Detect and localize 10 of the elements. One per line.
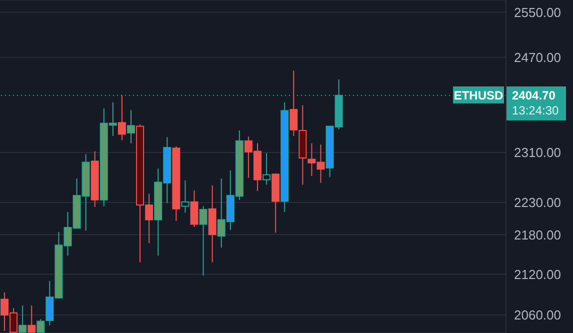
text: 13:24:30 — [512, 103, 560, 118]
y-tick-label: 2470.00 — [514, 50, 561, 66]
y-tick-label: 2120.00 — [514, 266, 561, 282]
text: 2404.70 — [512, 88, 556, 102]
ref-line-label: ETHUSD — [454, 88, 504, 102]
y-tick-label: 2550.00 — [514, 4, 561, 20]
y-tick-label: 2180.00 — [514, 227, 561, 242]
y-tick-label: 2310.00 — [514, 145, 561, 160]
y-tick-label: 2230.00 — [514, 195, 561, 210]
y-tick-label: 2060.00 — [514, 308, 561, 323]
